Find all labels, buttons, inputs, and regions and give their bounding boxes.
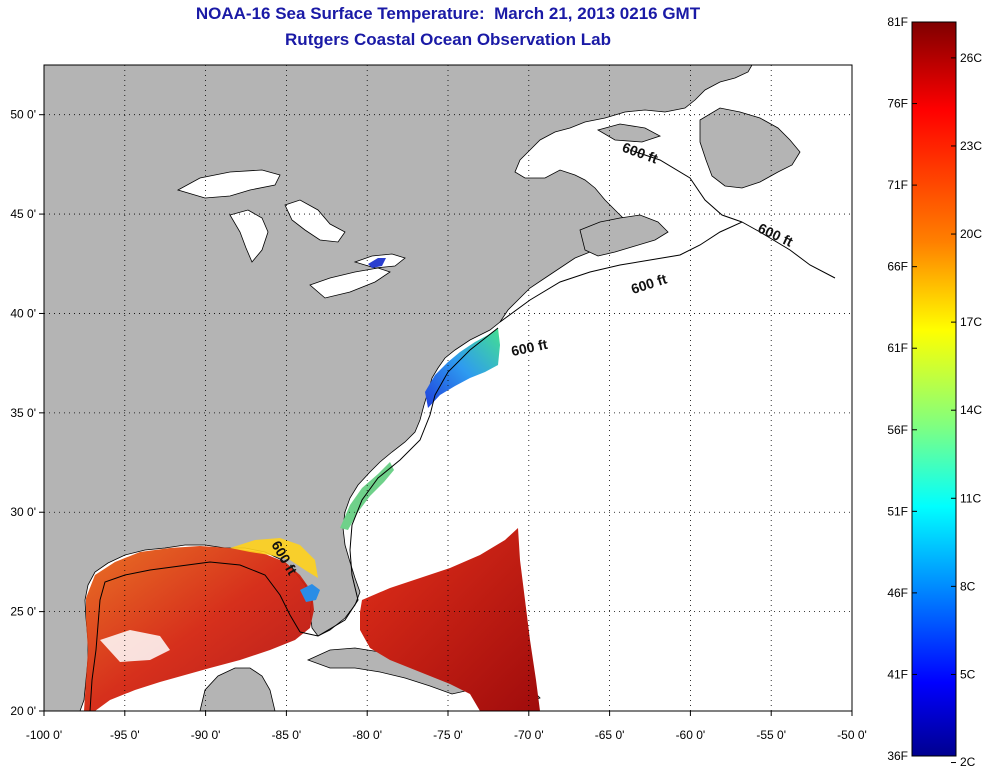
x-tick-label: -90 0' <box>191 728 221 742</box>
map-title: NOAA-16 Sea Surface Temperature: March 2… <box>195 4 701 23</box>
anticosti-island <box>596 123 662 143</box>
colorbar-celsius-labels: 26C 23C 20C 17C 14C 11C 8C 5C 2C <box>951 51 982 769</box>
colorbar-c-label: 17C <box>960 315 982 329</box>
colorbar-c-label: 23C <box>960 139 982 153</box>
y-axis: 50 0' 45 0' 40 0' 35 0' 30 0' 25 0' 20 0' <box>10 108 44 718</box>
y-tick-label: 30 0' <box>10 505 36 519</box>
nova-scotia <box>579 214 669 257</box>
colorbar-c-label: 5C <box>960 667 976 681</box>
x-tick-label: -55 0' <box>756 728 786 742</box>
isobath-600ft-gulf <box>89 561 301 711</box>
isobath-600ft-east <box>629 149 743 223</box>
colorbar-c-label: 8C <box>960 579 976 593</box>
colorbar-f-label: 61F <box>887 341 908 355</box>
y-tick-label: 20 0' <box>10 704 36 718</box>
gulf-sst <box>84 546 314 711</box>
yucatan <box>199 667 276 711</box>
colorbar-fahrenheit-labels: 81F 76F 71F 66F 61F 56F 51F 46F 41F 36F <box>887 15 917 763</box>
colorbar-f-label: 46F <box>887 586 908 600</box>
caribbean-atlantic-sst <box>360 528 540 711</box>
isobath-600ft-south <box>299 327 499 637</box>
colorbar-f-label: 36F <box>887 749 908 763</box>
x-tick-label: -65 0' <box>595 728 625 742</box>
colorbar-c-label: 11C <box>960 491 981 505</box>
gulf-cloud-patch <box>100 630 170 662</box>
colorbar-c-label: 14C <box>960 403 982 417</box>
x-tick-label: -100 0' <box>26 728 62 742</box>
gulf-coast-warm-band <box>230 538 318 578</box>
florida-straits-sst <box>300 584 320 602</box>
x-tick-label: -75 0' <box>433 728 463 742</box>
x-axis: -100 0' -95 0' -90 0' -85 0' -80 0' -75 0' -70… <box>26 711 867 742</box>
colorbar-f-label: 76F <box>887 97 908 111</box>
colorbar-f-label: 71F <box>887 178 908 192</box>
colorbar-c-label: 20C <box>960 227 982 241</box>
colorbar-f-label: 41F <box>887 667 908 681</box>
colorbar-f-label: 81F <box>887 15 908 29</box>
colorbar <box>911 21 957 757</box>
y-tick-label: 40 0' <box>10 306 36 320</box>
x-tick-label: -95 0' <box>110 728 140 742</box>
y-tick-label: 50 0' <box>10 108 36 122</box>
colorbar-f-label: 51F <box>887 504 908 518</box>
contour-label-600ft: 600 ft <box>510 336 549 359</box>
colorbar-f-label: 56F <box>887 423 908 437</box>
colorbar-c-label: 26C <box>960 51 982 65</box>
x-tick-label: -60 0' <box>676 728 706 742</box>
y-tick-label: 25 0' <box>10 605 36 619</box>
x-tick-label: -85 0' <box>272 728 302 742</box>
x-tick-label: -70 0' <box>514 728 544 742</box>
colorbar-f-label: 66F <box>887 260 908 274</box>
map-subtitle: Rutgers Coastal Ocean Observation Lab <box>285 30 611 49</box>
mid-atlantic-sst <box>425 328 500 408</box>
colorbar-c-label: 2C <box>960 755 976 769</box>
x-tick-label: -50 0' <box>837 728 867 742</box>
lake-ontario-sst <box>368 258 386 268</box>
y-tick-label: 35 0' <box>10 406 36 420</box>
great-lakes <box>176 169 406 299</box>
x-tick-label: -80 0' <box>352 728 382 742</box>
y-tick-label: 45 0' <box>10 207 36 221</box>
